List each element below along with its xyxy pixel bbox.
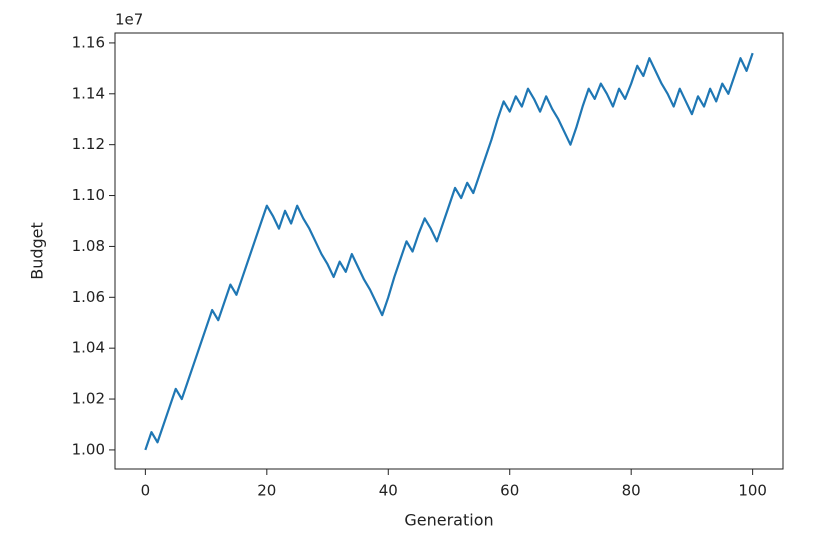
- y-tick-label: 1.08: [72, 237, 105, 255]
- y-tick-label: 1.10: [72, 186, 105, 204]
- y-tick-label: 1.14: [72, 84, 105, 102]
- x-tick-label: 100: [738, 482, 767, 500]
- y-tick-label: 1.04: [72, 339, 105, 357]
- x-tick-label: 0: [141, 482, 151, 500]
- x-tick-label: 80: [622, 482, 641, 500]
- y-tick-label: 1.00: [72, 440, 105, 458]
- data-line: [144, 52, 754, 451]
- x-tick-label: 20: [257, 482, 276, 500]
- x-tick-label: 60: [500, 482, 519, 500]
- y-tick-label: 1.16: [72, 33, 105, 51]
- y-tick-label: 1.12: [72, 135, 105, 153]
- y-tick-label: 1.02: [72, 390, 105, 408]
- y-offset-text: 1e7: [115, 11, 143, 29]
- y-tick-label: 1.06: [72, 288, 105, 306]
- y-axis-label: Budget: [28, 222, 47, 280]
- x-tick-label: 40: [379, 482, 398, 500]
- x-axis-label: Generation: [404, 511, 493, 530]
- plot-frame: [114, 32, 784, 470]
